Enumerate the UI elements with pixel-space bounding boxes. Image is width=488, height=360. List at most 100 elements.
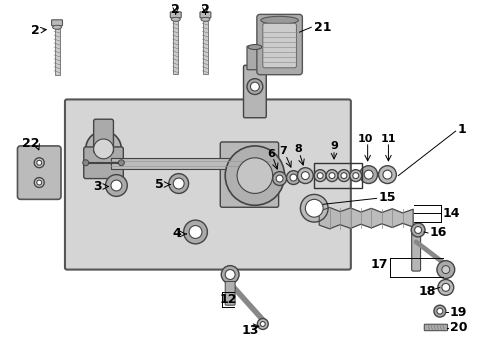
Circle shape — [414, 226, 421, 234]
Text: 13: 13 — [241, 324, 258, 337]
FancyBboxPatch shape — [83, 147, 123, 179]
Text: 21: 21 — [314, 21, 331, 34]
Circle shape — [364, 170, 372, 179]
Text: 15: 15 — [378, 191, 395, 204]
Circle shape — [289, 174, 296, 181]
Circle shape — [352, 173, 358, 179]
Circle shape — [314, 170, 325, 181]
Text: 19: 19 — [449, 306, 466, 319]
Text: 2: 2 — [171, 3, 180, 16]
Text: 3: 3 — [93, 180, 102, 193]
Text: 20: 20 — [449, 321, 467, 334]
Ellipse shape — [201, 17, 209, 21]
Circle shape — [410, 223, 424, 237]
Circle shape — [37, 160, 41, 165]
Circle shape — [111, 180, 122, 191]
FancyBboxPatch shape — [256, 14, 302, 75]
Circle shape — [436, 308, 442, 314]
Text: 7: 7 — [279, 146, 287, 156]
FancyBboxPatch shape — [246, 46, 262, 70]
Ellipse shape — [247, 45, 261, 49]
Circle shape — [276, 175, 283, 182]
Circle shape — [349, 170, 361, 181]
Circle shape — [257, 319, 268, 329]
Text: 18: 18 — [417, 285, 435, 298]
Circle shape — [85, 131, 121, 167]
Circle shape — [237, 158, 272, 193]
Circle shape — [225, 146, 284, 205]
FancyBboxPatch shape — [424, 324, 447, 331]
Text: 12: 12 — [219, 293, 237, 306]
FancyBboxPatch shape — [65, 99, 350, 270]
Text: 14: 14 — [442, 207, 459, 220]
Bar — [111, 158, 269, 169]
Circle shape — [317, 173, 323, 179]
Circle shape — [250, 82, 259, 91]
Circle shape — [221, 266, 239, 283]
FancyBboxPatch shape — [243, 65, 266, 118]
FancyBboxPatch shape — [262, 23, 296, 68]
FancyBboxPatch shape — [170, 12, 181, 18]
Circle shape — [328, 173, 334, 179]
Circle shape — [305, 199, 323, 217]
Ellipse shape — [171, 17, 180, 21]
Circle shape — [225, 270, 235, 279]
Text: 1: 1 — [457, 123, 466, 136]
Polygon shape — [319, 207, 412, 229]
Circle shape — [382, 170, 391, 179]
Bar — [203, 21, 207, 74]
Circle shape — [297, 168, 313, 184]
Circle shape — [173, 178, 184, 189]
Text: 9: 9 — [329, 141, 337, 151]
FancyBboxPatch shape — [94, 119, 113, 153]
Text: 17: 17 — [370, 258, 387, 271]
Circle shape — [37, 180, 41, 185]
Bar — [314, 163, 361, 189]
Circle shape — [378, 166, 396, 184]
Circle shape — [433, 305, 445, 317]
Circle shape — [34, 177, 44, 188]
Text: 4: 4 — [172, 228, 181, 240]
Text: 5: 5 — [155, 178, 163, 191]
FancyBboxPatch shape — [52, 20, 62, 26]
Text: 2: 2 — [31, 24, 40, 37]
FancyBboxPatch shape — [200, 12, 210, 18]
FancyBboxPatch shape — [220, 142, 278, 207]
Circle shape — [168, 174, 188, 193]
Circle shape — [183, 220, 207, 244]
Circle shape — [441, 266, 449, 274]
Circle shape — [94, 139, 113, 159]
Text: 16: 16 — [429, 226, 447, 239]
Circle shape — [337, 170, 349, 181]
Circle shape — [437, 279, 453, 295]
Circle shape — [286, 171, 300, 185]
Circle shape — [272, 172, 286, 185]
Text: 22: 22 — [21, 138, 39, 150]
Circle shape — [359, 166, 377, 184]
Circle shape — [118, 160, 124, 166]
Circle shape — [260, 321, 264, 327]
Circle shape — [441, 283, 449, 291]
Circle shape — [325, 170, 337, 181]
Ellipse shape — [53, 25, 61, 29]
Bar — [173, 21, 178, 74]
Text: 11: 11 — [380, 134, 395, 144]
Text: 10: 10 — [357, 134, 373, 144]
Circle shape — [340, 173, 346, 179]
FancyBboxPatch shape — [411, 233, 420, 271]
Circle shape — [34, 158, 44, 168]
Text: 8: 8 — [294, 144, 302, 154]
Text: 2: 2 — [201, 3, 209, 16]
FancyBboxPatch shape — [18, 146, 61, 199]
Circle shape — [246, 79, 262, 94]
Circle shape — [436, 261, 454, 279]
Circle shape — [301, 172, 309, 180]
Circle shape — [189, 226, 202, 238]
Circle shape — [82, 160, 88, 166]
Ellipse shape — [260, 16, 298, 24]
Circle shape — [300, 194, 327, 222]
Bar — [55, 29, 60, 75]
Text: 6: 6 — [266, 149, 274, 159]
Circle shape — [105, 175, 127, 197]
FancyBboxPatch shape — [225, 282, 235, 305]
